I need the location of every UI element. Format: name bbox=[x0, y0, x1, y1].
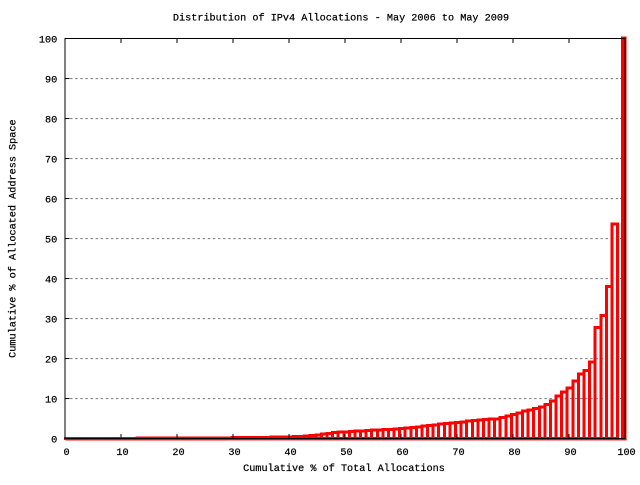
svg-text:90: 90 bbox=[45, 76, 57, 87]
svg-text:60: 60 bbox=[396, 448, 408, 459]
svg-text:80: 80 bbox=[508, 448, 520, 459]
svg-text:Cumulative % of Total Allocati: Cumulative % of Total Allocations bbox=[243, 463, 445, 475]
svg-text:70: 70 bbox=[452, 448, 464, 459]
svg-text:40: 40 bbox=[284, 448, 296, 459]
svg-text:30: 30 bbox=[45, 316, 57, 327]
svg-text:90: 90 bbox=[564, 448, 576, 459]
svg-text:20: 20 bbox=[172, 448, 184, 459]
svg-text:0: 0 bbox=[63, 448, 69, 459]
svg-text:50: 50 bbox=[45, 236, 57, 247]
svg-text:10: 10 bbox=[116, 448, 128, 459]
svg-text:70: 70 bbox=[45, 156, 57, 167]
svg-text:0: 0 bbox=[51, 436, 57, 447]
svg-text:Cumulative % of Allocated Addr: Cumulative % of Allocated Address Space bbox=[8, 119, 20, 357]
svg-text:50: 50 bbox=[340, 448, 352, 459]
svg-text:10: 10 bbox=[45, 396, 57, 407]
svg-text:80: 80 bbox=[45, 116, 57, 127]
svg-text:Distribution of IPv4 Allocatio: Distribution of IPv4 Allocations - May 2… bbox=[173, 12, 509, 24]
svg-text:40: 40 bbox=[45, 276, 57, 287]
svg-text:100: 100 bbox=[617, 448, 635, 459]
svg-text:20: 20 bbox=[45, 356, 57, 367]
svg-text:30: 30 bbox=[228, 448, 240, 459]
svg-text:100: 100 bbox=[39, 36, 57, 47]
svg-text:60: 60 bbox=[45, 196, 57, 207]
